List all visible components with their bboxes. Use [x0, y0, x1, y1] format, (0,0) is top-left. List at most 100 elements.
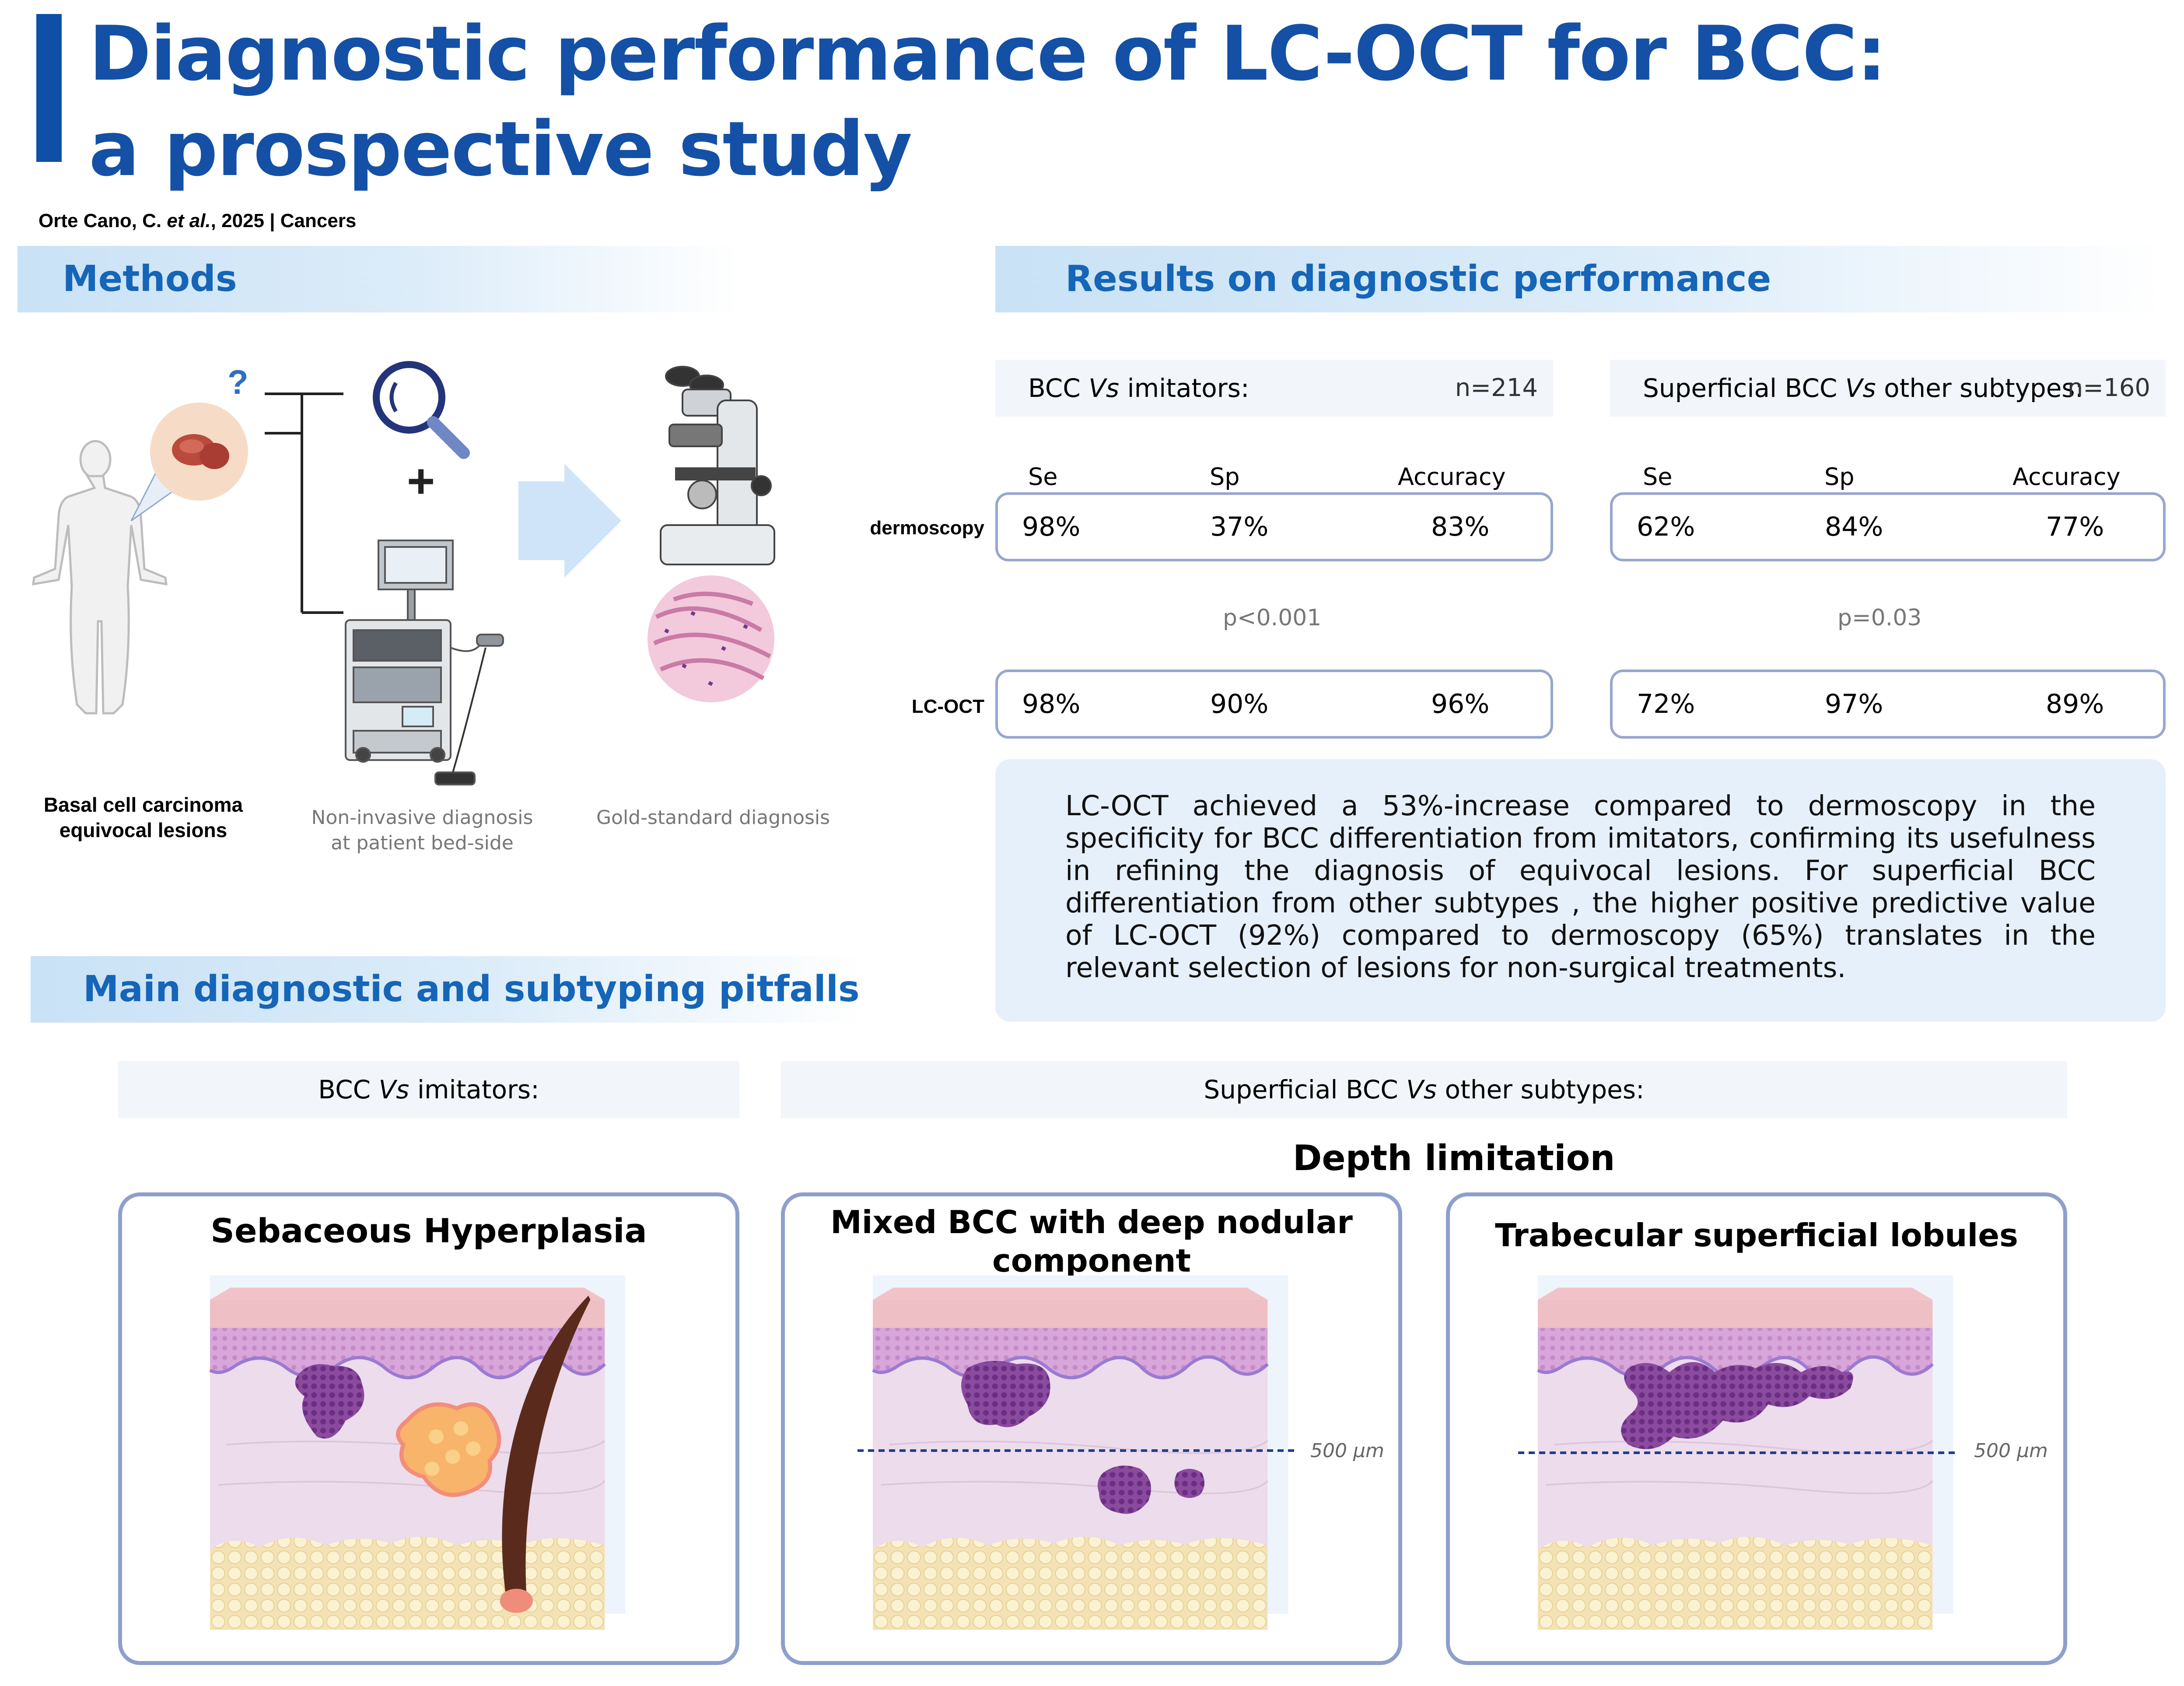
bcc-nest: [961, 1361, 1050, 1427]
subhead-post: other subtypes:: [1876, 373, 2084, 403]
title-accent-bar: [36, 14, 62, 162]
citation-etal: et al.: [167, 210, 211, 231]
bcc-trabecular-lobules: [1621, 1362, 1853, 1449]
value-se: 72%: [1637, 689, 1695, 719]
results-n: n=160: [2067, 374, 2150, 402]
results-summary-box: LC-OCT achieved a 53%-increase compared …: [995, 759, 2166, 1022]
page-title: Diagnostic performance of LC-OCT for BCC…: [89, 6, 1886, 197]
hair-follicle: [502, 1296, 591, 1598]
subhead-vs: Vs: [1845, 373, 1876, 403]
sebaceous-gland: [396, 1402, 501, 1497]
lesion-icon: [150, 403, 248, 501]
value-accuracy: 77%: [2046, 512, 2104, 542]
caption-patient-line1: Basal cell carcinoma: [43, 793, 243, 816]
skin-section-sebaceous: [210, 1276, 625, 1630]
col-accuracy: Accuracy: [2012, 463, 2121, 491]
subhead-vs: Vs: [1406, 1075, 1437, 1104]
depth-marker-label: 500 µm: [1974, 1440, 2048, 1462]
panel-title-line1: Mixed BCC with deep nodular: [830, 1204, 1353, 1241]
bcc-deep-nodule: [1097, 1465, 1152, 1514]
value-sp: 37%: [1210, 512, 1269, 542]
panel-title: Mixed BCC with deep nodular component: [785, 1203, 1398, 1280]
histology-slide-icon: [648, 575, 774, 702]
subhead-pre: Superficial BCC: [1204, 1075, 1407, 1104]
subhead-post: imitators:: [409, 1075, 539, 1104]
value-se: 62%: [1637, 512, 1695, 542]
p-value: p=0.03: [1838, 605, 1922, 631]
citation-rest: , 2025 | Cancers: [210, 210, 357, 231]
pitfalls-subhead-right-label: Superficial BCC Vs other subtypes:: [781, 1061, 2067, 1118]
results-heading: Results on diagnostic performance: [1065, 258, 1771, 300]
caption-noninvasive-line2: at patient bed-side: [331, 832, 514, 854]
row-label-dermoscopy: dermoscopy: [870, 517, 984, 539]
value-sp: 90%: [1210, 689, 1269, 719]
panel-title-line2: component: [992, 1242, 1191, 1279]
caption-gold: Gold-standard diagnosis: [596, 806, 830, 829]
value-se: 98%: [1022, 689, 1081, 719]
dermoscopy-box-2: 62% 84% 77%: [1610, 492, 2166, 561]
human-figure-icon: [32, 440, 168, 715]
lcoct-box-1: 98% 90% 96%: [995, 669, 1553, 739]
title-line-2: a prospective study: [89, 105, 912, 193]
col-sp: Sp: [1210, 463, 1240, 491]
panel-title: Trabecular superficial lobules: [1495, 1217, 2018, 1254]
panel-title: Sebaceous Hyperplasia: [210, 1211, 647, 1250]
skin-section-trabecular: [1538, 1276, 1953, 1630]
pitfalls-header: Main diagnostic and subtyping pitfalls: [31, 956, 864, 1023]
depth-marker-label: 500 µm: [1310, 1440, 1384, 1462]
bracket-lines: [265, 393, 343, 614]
value-sp: 84%: [1825, 512, 1883, 542]
depth-limitation-label: Depth limitation: [1293, 1138, 1615, 1178]
methods-heading: Methods: [63, 258, 237, 300]
lcoct-device-icon: [345, 540, 504, 785]
caption-noninvasive-line1: Non-invasive diagnosis: [311, 806, 533, 829]
pitfalls-subhead-left-label: BCC Vs imitators:: [118, 1061, 739, 1118]
col-accuracy: Accuracy: [1398, 463, 1506, 491]
subhead-post: imitators:: [1119, 373, 1250, 403]
subhead-pre: Superficial BCC: [1643, 373, 1845, 403]
value-accuracy: 96%: [1431, 689, 1490, 719]
subhead-post: other subtypes:: [1437, 1075, 1645, 1104]
plus-sign: +: [407, 454, 435, 508]
subhead-pre: BCC: [318, 1075, 379, 1104]
value-accuracy: 83%: [1431, 512, 1490, 542]
results-subhead-bcc-imitators: BCC Vs imitators: n=214: [995, 360, 1553, 417]
caption-patient-line2: equivocal lesions: [59, 819, 228, 841]
col-sp: Sp: [1824, 463, 1855, 491]
results-summary-text: LC-OCT achieved a 53%-increase compared …: [1065, 790, 2096, 984]
citation: Orte Cano, C. et al., 2025 | Cancers: [38, 210, 356, 232]
col-se: Se: [1643, 463, 1673, 491]
col-se: Se: [1028, 463, 1058, 491]
question-mark: ?: [228, 363, 248, 401]
bcc-nest: [295, 1364, 364, 1439]
bcc-deep-nodule: [1174, 1469, 1205, 1498]
lcoct-box-2: 72% 97% 89%: [1610, 669, 2166, 739]
caption-noninvasive: Non-invasive diagnosis at patient bed-si…: [298, 805, 547, 856]
value-accuracy: 89%: [2046, 689, 2104, 719]
title-line-1: Diagnostic performance of LC-OCT for BCC…: [89, 10, 1886, 98]
results-header: Results on diagnostic performance: [995, 246, 2166, 312]
results-subhead-label: BCC Vs imitators:: [1028, 360, 1249, 417]
results-n: n=214: [1455, 374, 1538, 402]
row-label-lcoct: LC-OCT: [911, 696, 984, 717]
subhead-vs: Vs: [378, 1075, 410, 1104]
dermoscopy-box-1: 98% 37% 83%: [995, 492, 1553, 561]
subhead-vs: Vs: [1088, 373, 1120, 403]
microscope-icon: [660, 366, 775, 565]
value-se: 98%: [1022, 512, 1081, 542]
magnifier-icon: [373, 361, 470, 459]
p-value: p<0.001: [1223, 605, 1322, 631]
caption-patient: Basal cell carcinoma equivocal lesions: [37, 792, 249, 843]
pitfalls-subhead-right: Superficial BCC Vs other subtypes:: [781, 1061, 2067, 1118]
results-subhead-superficial: Superficial BCC Vs other subtypes: n=160: [1610, 360, 2166, 417]
pitfalls-subhead-left: BCC Vs imitators:: [118, 1061, 739, 1118]
results-subhead-label: Superficial BCC Vs other subtypes:: [1643, 360, 2083, 417]
value-sp: 97%: [1825, 689, 1883, 719]
arrow-icon: [518, 464, 621, 578]
methods-illustration: [32, 361, 775, 785]
skin-section-mixed-bcc: [873, 1276, 1288, 1630]
subhead-pre: BCC: [1028, 373, 1089, 403]
pitfalls-heading: Main diagnostic and subtyping pitfalls: [83, 968, 860, 1010]
citation-authors: Orte Cano, C.: [38, 210, 167, 231]
skin-illustrations: [0, 1260, 1958, 1645]
